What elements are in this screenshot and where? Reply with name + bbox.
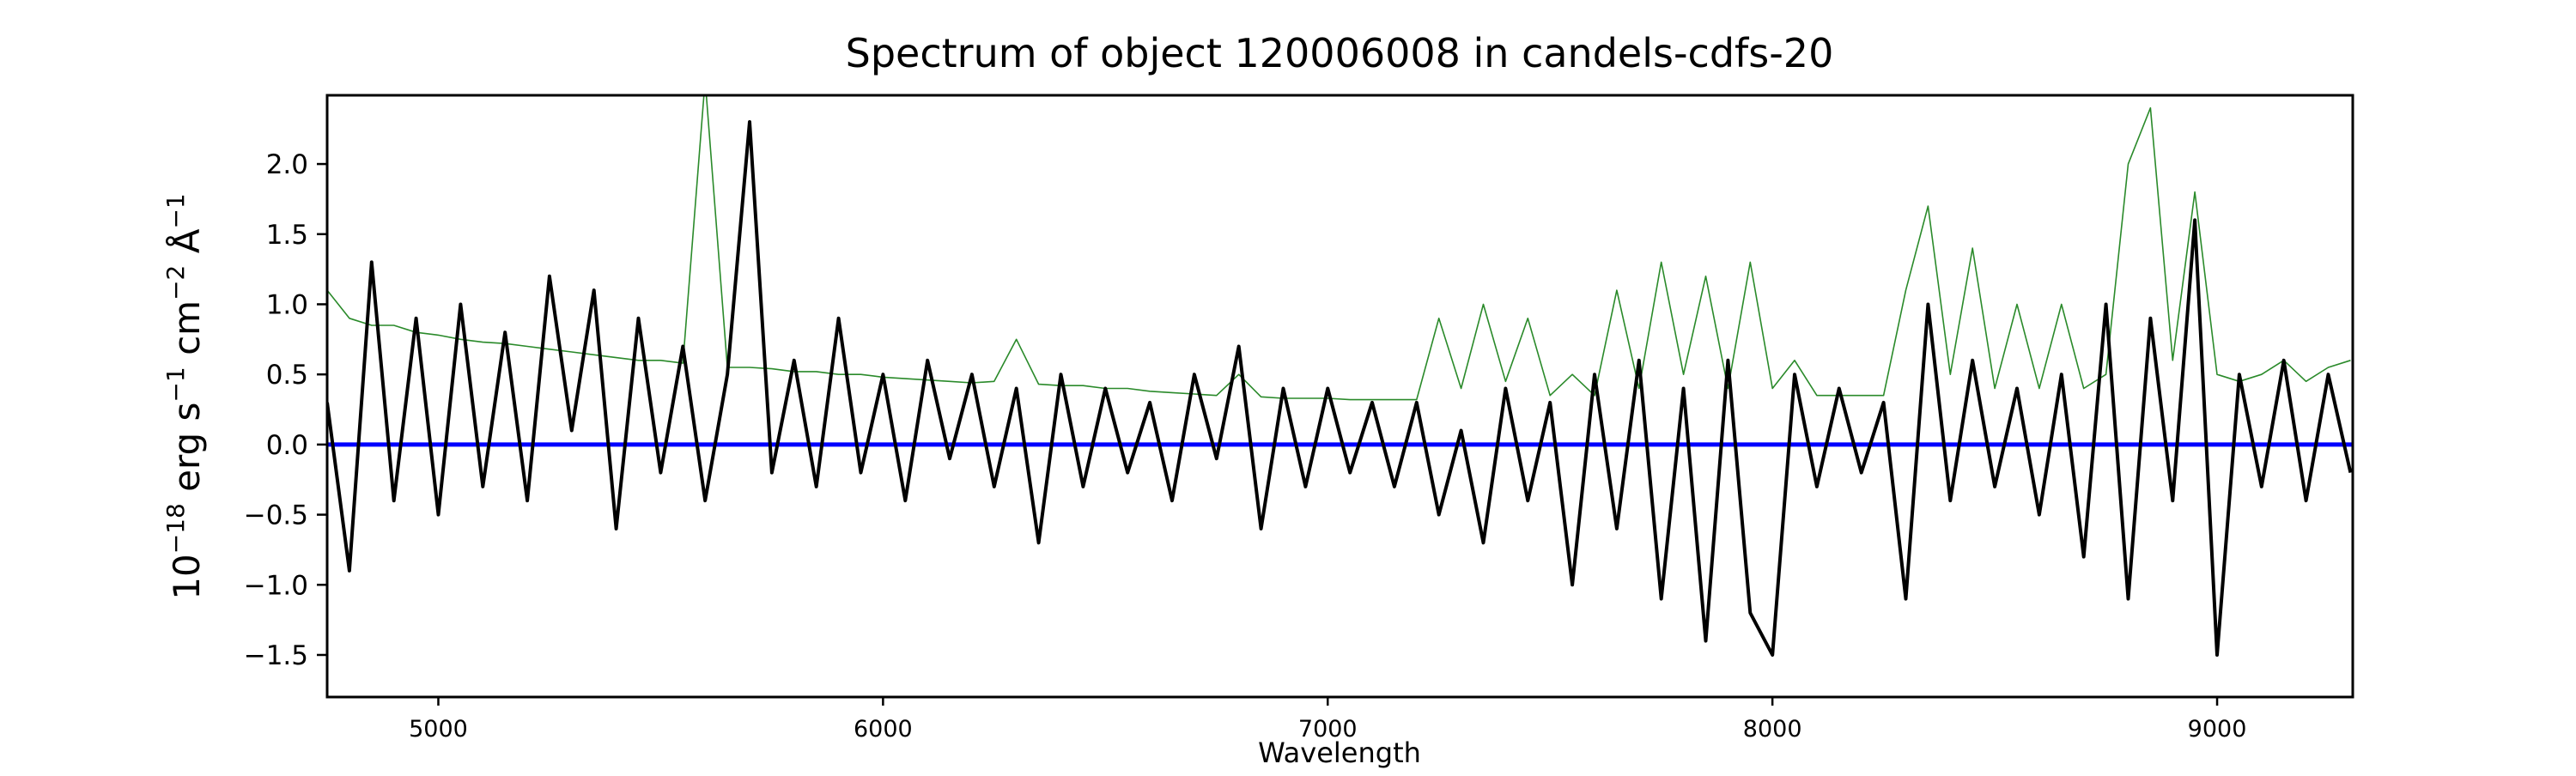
axes-frame xyxy=(325,94,2354,699)
x-tick-label: 9000 xyxy=(2188,716,2247,743)
x-axis-label: Wavelength xyxy=(1258,737,1421,769)
x-tick-label: 7000 xyxy=(1298,716,1358,743)
y-tick-label: −1.0 xyxy=(244,570,308,601)
y-label-exp: −18 xyxy=(161,503,190,554)
y-label-exp3: −1 xyxy=(161,193,190,228)
y-tick-label: 1.5 xyxy=(266,220,308,251)
y-label-exp2: −2 xyxy=(161,265,190,300)
y-tick-label: −1.5 xyxy=(244,640,308,671)
chart-title: Spectrum of object 120006008 in candels-… xyxy=(846,30,1834,76)
y-label-unit2: cm xyxy=(166,300,208,367)
y-tick-label: 2.0 xyxy=(266,149,308,180)
y-label-exp1: −1 xyxy=(161,367,190,402)
y-label-unit3: Å xyxy=(165,228,208,264)
series-line-contamination xyxy=(327,95,2351,401)
y-label-unit1: erg s xyxy=(166,403,208,504)
x-tick-label: 5000 xyxy=(409,716,468,743)
x-tick-label: 8000 xyxy=(1743,716,1802,743)
y-tick-label: 0.5 xyxy=(266,360,308,391)
y-tick-label: 1.0 xyxy=(266,289,308,320)
y-label-base: 10 xyxy=(166,554,208,599)
x-tick-label: 6000 xyxy=(854,716,913,743)
y-tick-label: −0.5 xyxy=(244,500,308,531)
y-axis-label: 10−18 erg s−1 cm−2 Å−1 xyxy=(161,193,208,599)
y-tick-label: 0.0 xyxy=(266,430,308,461)
series-line-flux xyxy=(327,120,2353,657)
